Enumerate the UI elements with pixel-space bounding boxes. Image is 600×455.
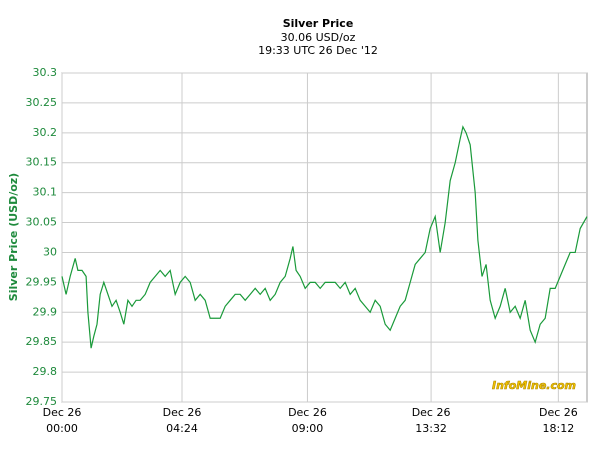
y-tick-label: 30.3 [33,66,58,79]
x-tick-label: Dec 26 04:24 [163,406,202,435]
x-tick-label: Dec 26 09:00 [288,406,327,435]
plot-area [61,72,588,403]
y-tick-label: 30.2 [33,126,58,139]
y-tick-label: 30.05 [26,216,58,229]
chart-timestamp: 19:33 UTC 26 Dec '12 [258,44,378,57]
y-tick-label: 30 [43,245,57,258]
y-axis-label: Silver Price (USD/oz) [7,173,20,301]
y-tick-label: 29.95 [26,275,58,288]
x-tick-label: Dec 26 00:00 [43,406,82,435]
y-tick-label: 30.15 [26,156,58,169]
y-tick-label: 30.1 [33,186,58,199]
chart-subtitle: 30.06 USD/oz [281,31,356,44]
y-tick-label: 29.85 [26,335,58,348]
x-tick-label: Dec 26 13:32 [412,406,451,435]
watermark: InfoMine.com [492,379,576,392]
chart-title: Silver Price [283,17,354,30]
y-tick-label: 29.75 [26,395,58,408]
x-tick-label: Dec 26 18:12 [539,406,578,435]
y-tick-label: 30.25 [26,96,58,109]
y-tick-label: 29.9 [33,305,58,318]
y-tick-label: 29.8 [33,365,58,378]
price-line [61,125,588,349]
